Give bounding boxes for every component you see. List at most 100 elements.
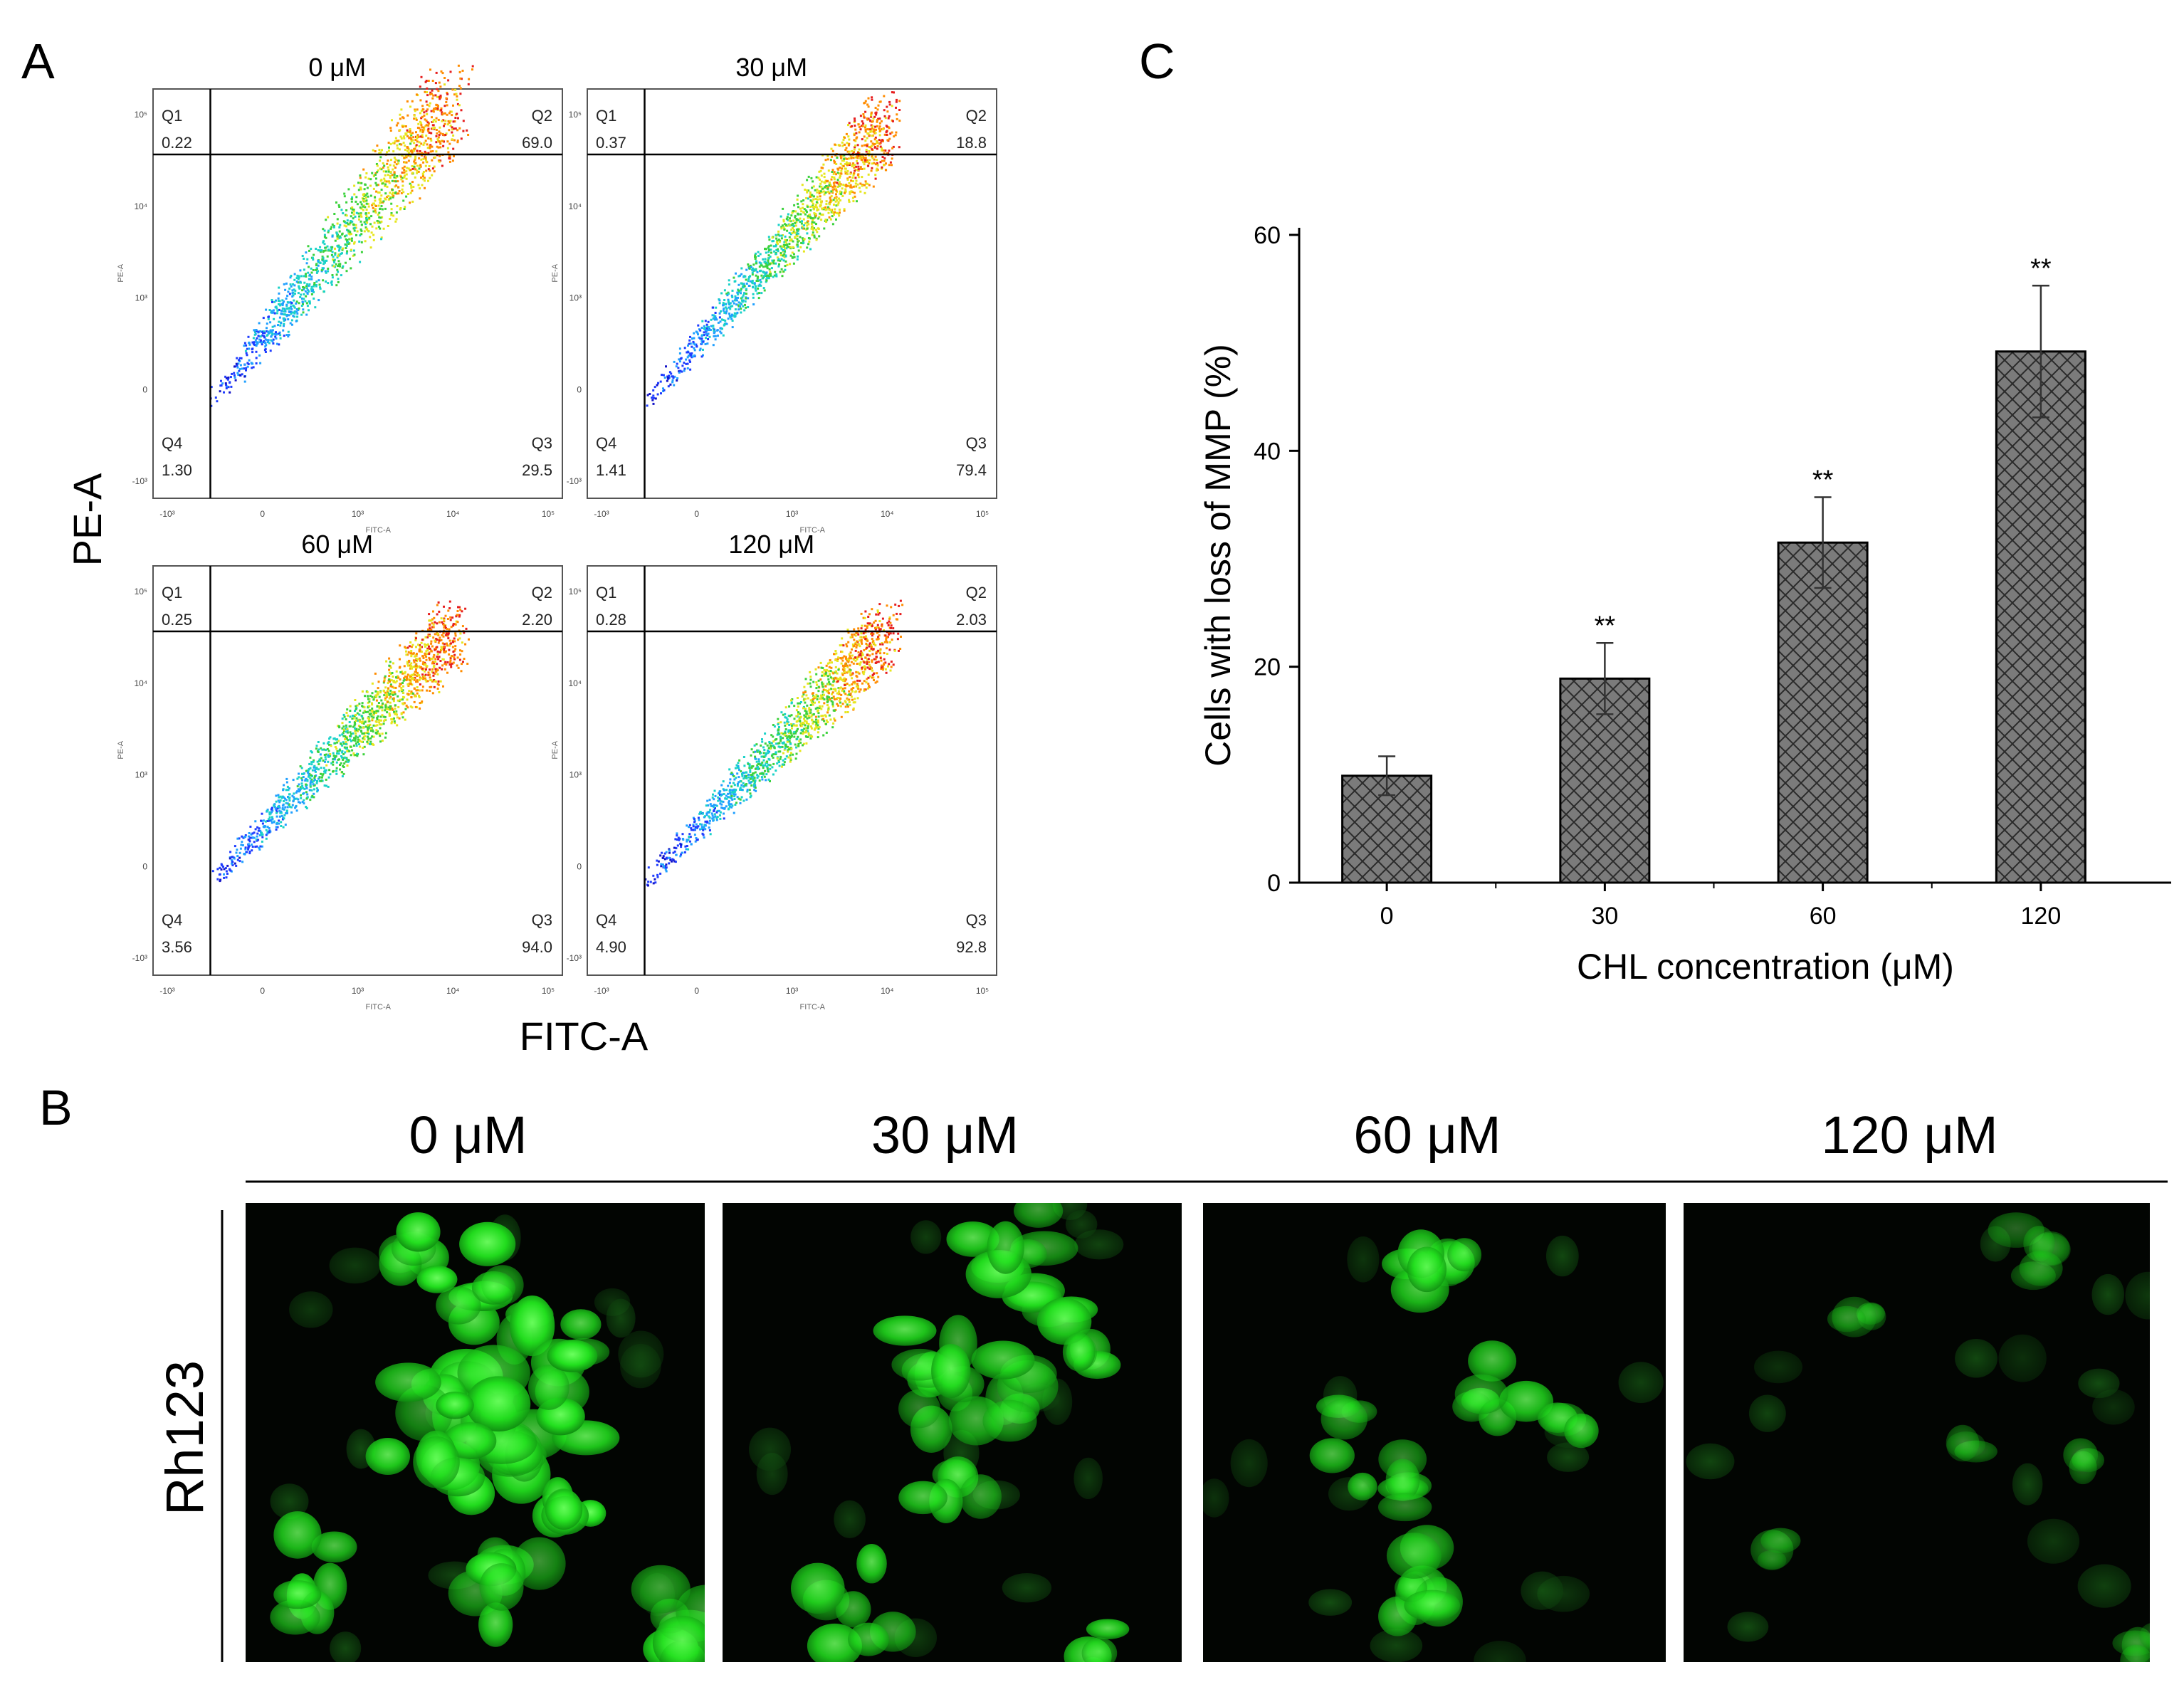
flow-plot: 30 μM Q1 0.37 Q2 18.8 Q4 1.41 Q3 79.4 -10³ 0 10³ 10⁴… bbox=[551, 53, 997, 535]
y-tick-label: 10⁵ bbox=[569, 587, 582, 597]
mini-y-axis-label: PE-A bbox=[117, 740, 125, 759]
panel-a-y-axis-title: PE-A bbox=[65, 473, 110, 566]
micrograph-column-label: 30 μM bbox=[871, 1105, 1019, 1165]
x-tick-label: 10⁵ bbox=[976, 509, 989, 519]
quadrant-name-q3: Q3 bbox=[966, 434, 987, 452]
fluorescent-cell bbox=[1407, 1246, 1447, 1293]
x-tick-label: 0 bbox=[1380, 903, 1394, 930]
fluorescent-cell bbox=[790, 1562, 845, 1614]
y-tick-label: 0 bbox=[577, 861, 582, 871]
micrograph-image bbox=[1203, 1203, 1666, 1662]
bar bbox=[1995, 350, 2086, 884]
x-tick-label: 0 bbox=[694, 986, 699, 996]
fluorescent-cell bbox=[513, 1537, 566, 1590]
micrograph-column-label: 0 μM bbox=[409, 1105, 527, 1165]
fluorescent-cell bbox=[848, 1622, 889, 1656]
significance-label: ** bbox=[2030, 253, 2052, 283]
flow-event-cloud bbox=[646, 91, 901, 407]
fluorescent-cell bbox=[1013, 1203, 1064, 1228]
y-tick-label: -10³ bbox=[132, 953, 147, 963]
quadrant-name-q1: Q1 bbox=[162, 584, 182, 601]
x-tick-label: 60 bbox=[1810, 903, 1837, 930]
mini-x-axis-label: FITC-A bbox=[800, 1003, 826, 1011]
y-tick-label: 10³ bbox=[569, 770, 582, 780]
row-label-rh123: Rh123 bbox=[155, 1360, 214, 1515]
x-tick-label: 10⁵ bbox=[542, 986, 555, 996]
fluorescent-cell bbox=[1062, 1333, 1096, 1372]
x-tick-label: 10³ bbox=[352, 986, 364, 996]
y-tick-label: 10⁴ bbox=[568, 678, 582, 688]
micrograph-column-label: 60 μM bbox=[1353, 1105, 1501, 1165]
y-tick-label: 10³ bbox=[135, 293, 147, 303]
quadrant-value-q2: 2.03 bbox=[956, 611, 987, 629]
fluorescent-cell bbox=[673, 1673, 714, 1687]
flow-plot: 60 μM Q1 0.25 Q2 2.20 Q4 3.56 Q3 94.0 -10³ 0 10³ 10⁴… bbox=[117, 530, 563, 1011]
quadrant-name-q3: Q3 bbox=[532, 434, 552, 452]
x-tick-label: 0 bbox=[260, 986, 265, 996]
quadrant-value-q1: 0.25 bbox=[162, 611, 192, 629]
fluorescent-cell bbox=[898, 1389, 940, 1429]
fluorescent-cell bbox=[835, 1591, 871, 1628]
fluorescent-cell bbox=[471, 1271, 516, 1305]
x-tick-label: 10⁴ bbox=[446, 986, 460, 996]
flow-plot-frame bbox=[152, 565, 563, 976]
quadrant-name-q2: Q2 bbox=[966, 107, 987, 125]
fluorescent-cell bbox=[971, 1340, 1035, 1379]
y-tick-label: 10⁴ bbox=[134, 201, 147, 211]
fluorescent-cell bbox=[1404, 1589, 1461, 1622]
quadrant-name-q4: Q4 bbox=[162, 434, 182, 452]
x-tick-label: 10³ bbox=[786, 986, 798, 996]
quadrant-value-q1: 0.37 bbox=[596, 134, 626, 152]
micrograph-column-label: 120 μM bbox=[1821, 1105, 1997, 1165]
quadrant-value-q2: 2.20 bbox=[522, 611, 552, 629]
fluorescent-cell bbox=[273, 1580, 322, 1609]
fluorescent-cell bbox=[273, 1511, 322, 1559]
flow-plot-frame bbox=[152, 88, 563, 499]
y-tick-label: 0 bbox=[142, 861, 147, 871]
fluorescent-cell bbox=[436, 1392, 474, 1419]
mini-y-axis-label: PE-A bbox=[551, 740, 560, 759]
fluorescent-cell bbox=[1086, 1619, 1130, 1639]
y-tick-label: 20 bbox=[1254, 654, 1281, 681]
fluorescent-cell bbox=[365, 1438, 411, 1475]
significance-label: ** bbox=[1595, 611, 1616, 641]
quadrant-value-q4: 3.56 bbox=[162, 938, 192, 956]
x-tick-label: 0 bbox=[694, 509, 699, 519]
y-tick-label: 10³ bbox=[569, 293, 582, 303]
micrograph-image bbox=[246, 1203, 714, 1687]
x-tick-label: -10³ bbox=[159, 509, 174, 519]
flow-plot-title: 30 μM bbox=[735, 53, 807, 82]
fluorescent-cell bbox=[545, 1489, 583, 1530]
fluorescent-cell bbox=[1447, 1238, 1482, 1272]
x-tick-label: 120 bbox=[2021, 903, 2062, 930]
x-tick-label: -10³ bbox=[594, 986, 609, 996]
fluorescent-cell bbox=[560, 1309, 602, 1340]
quadrant-name-q4: Q4 bbox=[596, 434, 616, 452]
panel-a-x-axis-title: FITC-A bbox=[520, 1014, 649, 1058]
fluorescent-cell bbox=[856, 1543, 887, 1584]
fluorescent-cell bbox=[1757, 1550, 1787, 1571]
fluorescent-cell bbox=[478, 1602, 513, 1647]
fluorescent-cell bbox=[1386, 1533, 1442, 1579]
x-tick-label: 10³ bbox=[786, 509, 798, 519]
quadrant-value-q4: 1.41 bbox=[596, 461, 626, 479]
fluorescent-cell bbox=[547, 1340, 598, 1372]
micrograph-image bbox=[1684, 1203, 2150, 1662]
flow-plot-frame bbox=[587, 565, 997, 976]
mini-x-axis-label: FITC-A bbox=[366, 1003, 392, 1011]
quadrant-value-q2: 69.0 bbox=[522, 134, 552, 152]
x-axis-title: CHL concentration (μM) bbox=[1577, 947, 1954, 987]
y-tick-label: 0 bbox=[577, 384, 582, 394]
fluorescent-cell bbox=[982, 1399, 1037, 1442]
x-tick-label: 10³ bbox=[352, 509, 364, 519]
fluorescent-cell bbox=[1454, 1374, 1508, 1414]
x-tick-label: -10³ bbox=[159, 986, 174, 996]
quadrant-name-q1: Q1 bbox=[596, 584, 616, 601]
fluorescent-cell bbox=[1385, 1459, 1420, 1501]
fluorescent-cell bbox=[1321, 1398, 1368, 1440]
flow-event-cloud bbox=[211, 600, 470, 883]
y-tick-label: -10³ bbox=[567, 953, 582, 963]
fluorescent-cell bbox=[1348, 1472, 1377, 1501]
y-tick-label: 10⁴ bbox=[134, 678, 147, 688]
y-tick-label: 10⁵ bbox=[135, 587, 147, 597]
